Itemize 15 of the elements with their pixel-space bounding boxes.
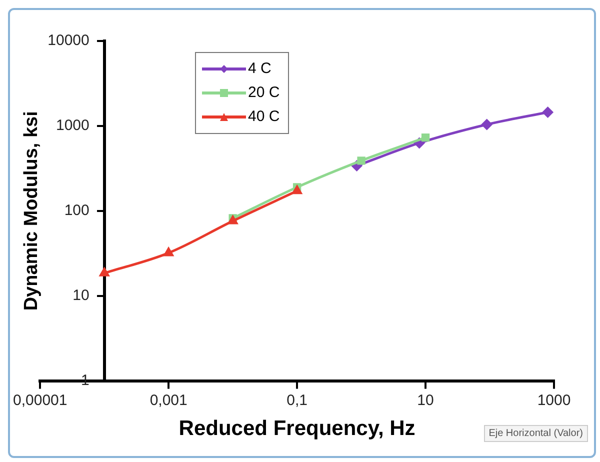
legend-label: 4 C [248,59,272,79]
x-tick-label: 0,001 [150,392,188,409]
y-tick-label: 1000 [56,117,104,134]
y-axis-title: Dynamic Modulus, ksi [21,111,42,311]
legend-label: 20 C [248,83,280,103]
x-tick-label: 1000 [537,392,571,409]
y-tick-label: 10000 [48,32,104,50]
y-tick-label: 100 [64,202,104,220]
text: Eje Horizontal (Valor) [484,425,588,442]
x-axis-title: Reduced Frequency, Hz [178,417,416,440]
y-tick-label: 10 [72,286,104,304]
x-tick-label: 0,1 [286,392,308,409]
x-tick-label: 0,00001 [12,392,68,409]
x-tick-label: 10 [417,392,434,409]
legend-label: 40 C [248,107,280,127]
